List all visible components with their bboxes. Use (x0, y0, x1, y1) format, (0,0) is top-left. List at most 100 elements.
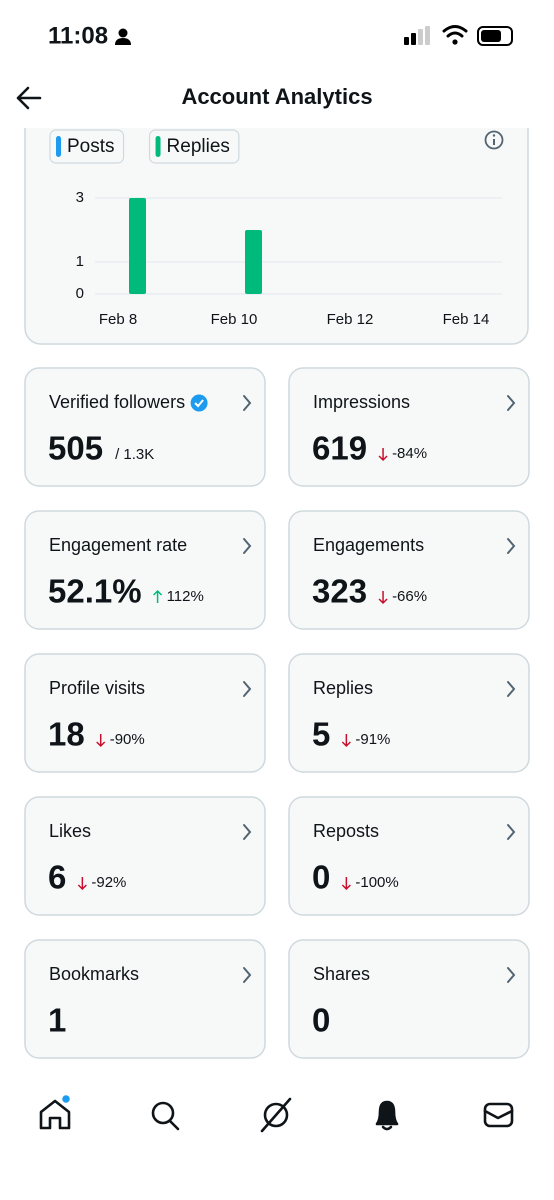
header-bg (0, 0, 554, 128)
card-bg (288, 367, 530, 487)
card-label: Verified followers (49, 392, 185, 412)
chevron (507, 824, 516, 840)
chevron (243, 395, 252, 411)
card-bg (24, 367, 266, 487)
chart: Posts Replies 0 1 3 Feb 8 Feb 10 Feb 12 Feb 14 (49, 129, 502, 328)
metric-card[interactable]: Verified followers 505 / 1.3K (24, 367, 266, 487)
info-icon-dot (492, 134, 496, 137)
trend-arrow (77, 877, 87, 891)
metric-card[interactable]: Replies 5 -91% (288, 653, 530, 773)
chevron (507, 395, 516, 411)
card-bg (288, 510, 530, 630)
card-bg (288, 939, 530, 1059)
grok-icon[interactable] (263, 1102, 289, 1128)
chevron (507, 967, 516, 983)
card-value: 619 (312, 430, 367, 467)
y-tick-label: 1 (76, 253, 84, 270)
x-tick-label: Feb 12 (327, 311, 374, 328)
card-label: Likes (49, 821, 91, 841)
trend-arrow (96, 734, 106, 748)
card-value: 0 (312, 859, 330, 896)
card-change: -91% (355, 731, 390, 748)
card-change: -90% (110, 731, 145, 748)
card-value: 18 (48, 716, 85, 753)
notifications-icon[interactable] (375, 1100, 399, 1126)
trend-arrow (378, 448, 388, 462)
card-total: / 1.3K (115, 446, 154, 463)
search-icon[interactable] (151, 1101, 175, 1125)
legend-label: Posts (67, 136, 115, 157)
card-value: 52.1% (48, 573, 142, 610)
x-tick-label: Feb 14 (443, 311, 490, 328)
metric-card[interactable]: Bookmarks 1 (24, 939, 266, 1059)
card-bg (288, 796, 530, 916)
grok-icon-slash (260, 1097, 292, 1133)
card-bg (24, 510, 266, 630)
card-label: Bookmarks (49, 964, 139, 984)
wifi-icon (442, 25, 468, 38)
bottom-nav (39, 1097, 514, 1133)
bar (129, 198, 146, 294)
verified-check (194, 399, 204, 408)
metric-card[interactable]: Shares 0 (288, 939, 530, 1059)
card-value: 5 (312, 716, 330, 753)
metric-card[interactable]: Profile visits 18 -90% (24, 653, 266, 773)
card-label: Engagement rate (49, 535, 187, 555)
card-value: 505 (48, 430, 103, 467)
status-time: 11:08 (48, 22, 108, 49)
chevron (507, 538, 516, 554)
metric-card[interactable]: Impressions 619 -84% (288, 367, 530, 487)
back-button[interactable] (16, 86, 42, 110)
legend-chip (49, 129, 125, 164)
battery-level (481, 30, 501, 42)
trend-arrow (341, 877, 351, 891)
legend-swatch (56, 136, 61, 157)
signal-icon (404, 26, 430, 45)
notifications-icon-clapper (381, 1125, 393, 1131)
x-tick-label: Feb 8 (99, 311, 137, 328)
card-change: -66% (392, 588, 427, 605)
card-value: 1 (48, 1002, 66, 1039)
chart-card (24, 89, 529, 345)
chevron (243, 681, 252, 697)
trend-arrow (378, 591, 388, 605)
x-tick-label: Feb 10 (211, 311, 258, 328)
legend-item[interactable]: Replies (148, 129, 240, 164)
home-icon[interactable] (39, 1099, 71, 1130)
battery (477, 26, 513, 46)
card-bg (24, 653, 266, 773)
page-title: Account Analytics (181, 84, 372, 109)
chevron (243, 824, 252, 840)
legend-item[interactable]: Posts (49, 129, 125, 164)
legend-chip (148, 129, 240, 164)
card-change: -100% (355, 874, 398, 891)
wifi-dot (452, 39, 458, 45)
y-tick-label: 3 (76, 189, 84, 206)
trend-arrow (341, 734, 351, 748)
card-change: 112% (167, 588, 204, 605)
metric-card[interactable]: Likes 6 -92% (24, 796, 266, 916)
metric-card[interactable]: Engagements 323 -66% (288, 510, 530, 630)
trend-arrow (153, 589, 163, 603)
person-icon (118, 28, 128, 38)
chevron (243, 538, 252, 554)
legend-swatch (155, 136, 161, 157)
card-value: 6 (48, 859, 66, 896)
card-change: -92% (91, 874, 126, 891)
card-bg (288, 653, 530, 773)
person-icon-body (115, 38, 131, 45)
card-label: Shares (313, 964, 370, 984)
chevron (243, 967, 252, 983)
card-label: Profile visits (49, 678, 145, 698)
verified-badge (190, 394, 208, 412)
card-label: Impressions (313, 392, 410, 412)
card-label: Replies (313, 678, 373, 698)
y-tick-label: 0 (76, 285, 84, 302)
messages-icon[interactable] (483, 1102, 514, 1128)
metric-card[interactable]: Engagement rate 52.1% 112% (24, 510, 266, 630)
bar (245, 230, 262, 294)
card-bg (24, 796, 266, 916)
info-icon[interactable] (484, 130, 504, 150)
metric-card[interactable]: Reposts 0 -100% (288, 796, 530, 916)
